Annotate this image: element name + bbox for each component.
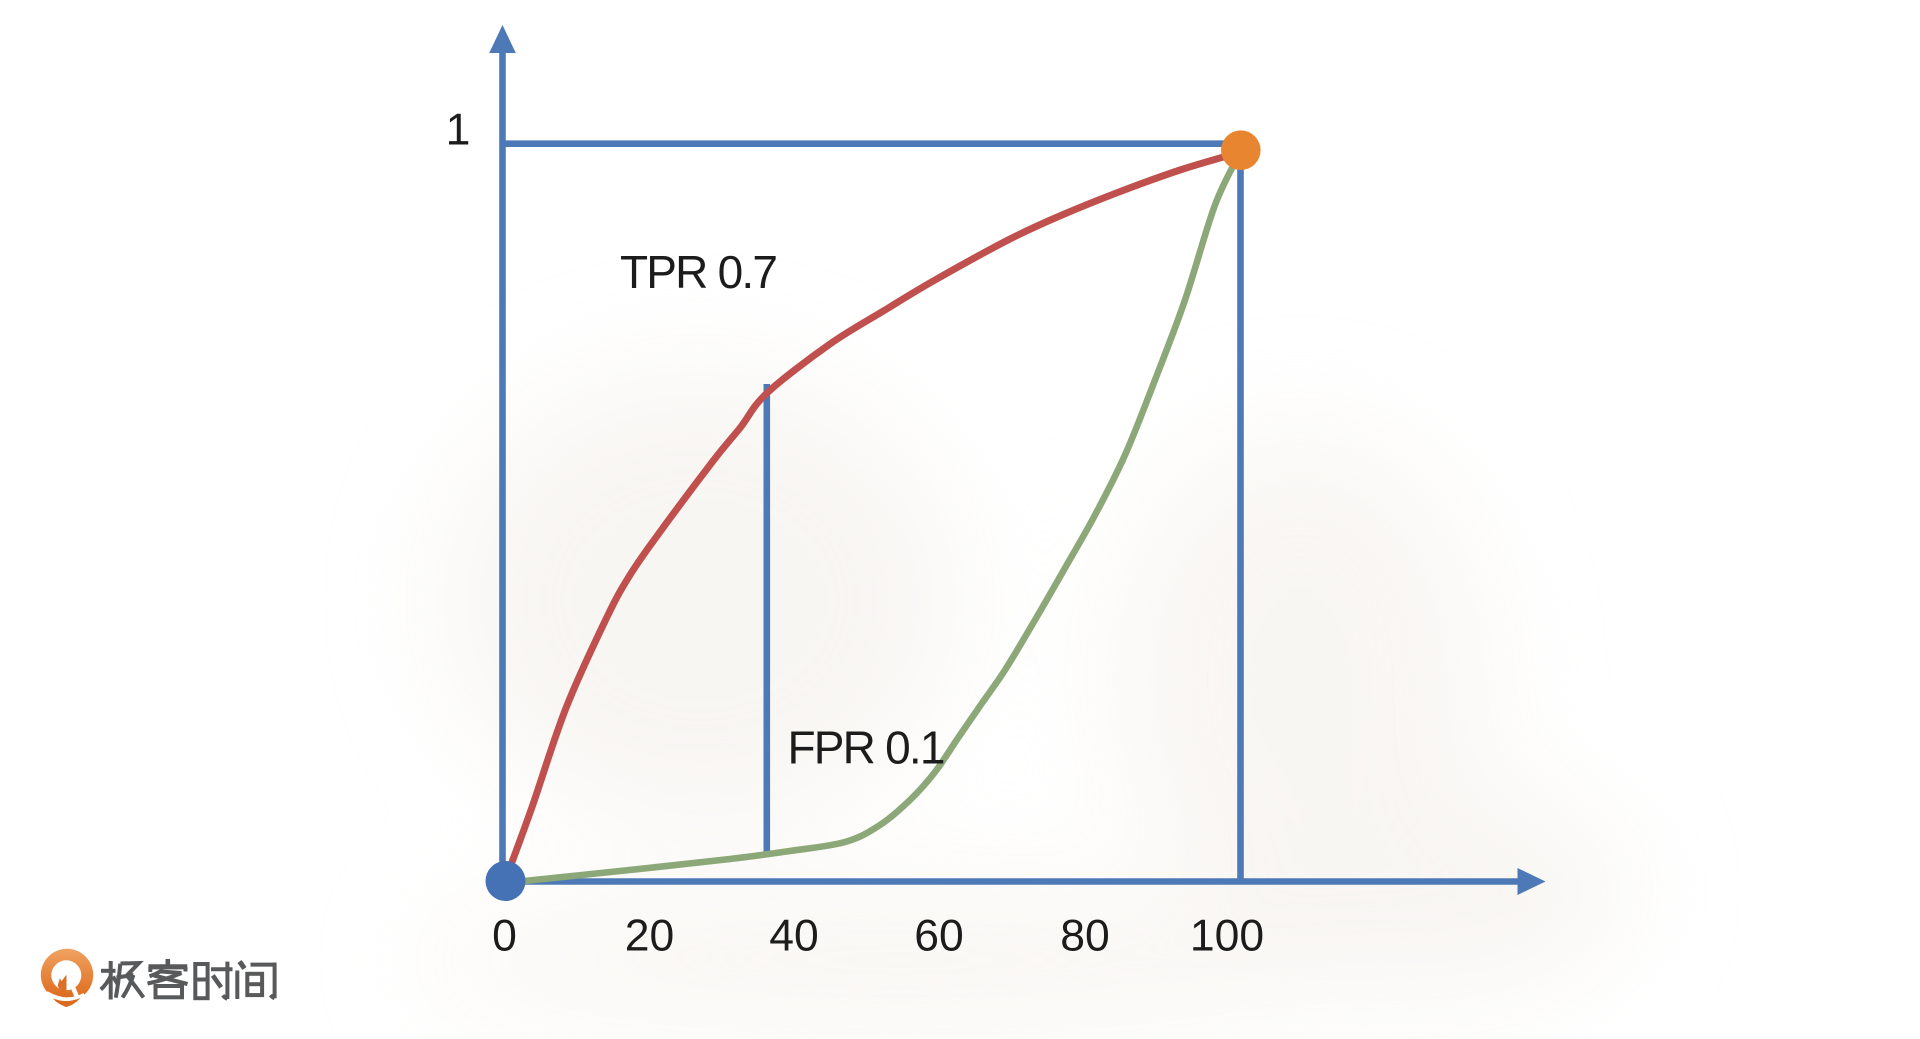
svg-text:80: 80	[1060, 912, 1110, 961]
svg-text:100: 100	[1190, 912, 1264, 961]
svg-text:1: 1	[446, 106, 471, 155]
svg-text:TPR 0.7: TPR 0.7	[620, 246, 776, 298]
svg-text:40: 40	[769, 912, 819, 961]
svg-text:FPR 0.1: FPR 0.1	[788, 722, 944, 774]
svg-text:0: 0	[492, 912, 517, 961]
svg-text:60: 60	[914, 912, 964, 961]
svg-text:20: 20	[625, 912, 675, 961]
